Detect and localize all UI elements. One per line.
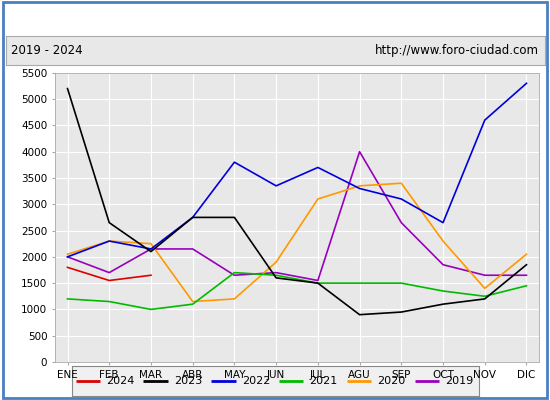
Text: 2020: 2020 xyxy=(377,376,406,386)
Text: http://www.foro-ciudad.com: http://www.foro-ciudad.com xyxy=(375,44,539,57)
Text: 2021: 2021 xyxy=(310,376,338,386)
Text: Evolucion Nº Turistas Nacionales en el municipio de Breda: Evolucion Nº Turistas Nacionales en el m… xyxy=(73,11,477,25)
Text: 2024: 2024 xyxy=(106,376,134,386)
Text: 2019: 2019 xyxy=(446,376,474,386)
Text: 2022: 2022 xyxy=(242,376,270,386)
Text: 2023: 2023 xyxy=(174,376,202,386)
Text: 2019 - 2024: 2019 - 2024 xyxy=(11,44,82,57)
